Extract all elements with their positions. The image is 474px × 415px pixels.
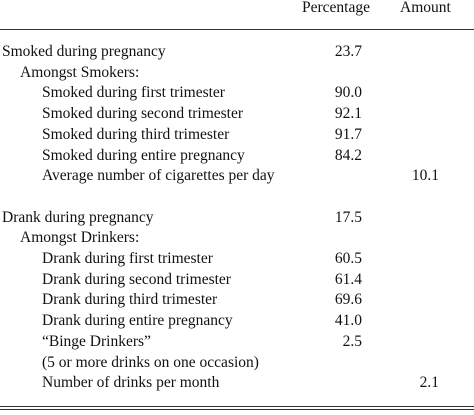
row-label: (5 or more drinks on one occasion) <box>42 353 259 371</box>
row-label: Smoked during entire pregnancy <box>42 146 245 164</box>
amount-cell: 10.1 <box>411 167 439 185</box>
row-label: Drank during entire pregnancy <box>42 312 233 330</box>
row-label: Drank during first trimester <box>42 250 213 267</box>
percentage-cell: 61.4 <box>334 270 362 288</box>
column-header: Amount <box>400 0 451 16</box>
percentage-cell: 17.5 <box>334 208 362 226</box>
percentage-cell: 91.7 <box>334 125 362 143</box>
row-label: Drank during third trimester <box>42 291 218 309</box>
row-label: Number of drinks per month <box>42 374 220 392</box>
row-label: Smoked during third trimester <box>42 125 230 143</box>
row-label: Smoked during second trimester <box>42 105 244 123</box>
percentage-cell: 23.7 <box>334 43 362 60</box>
column-header: Percentage <box>302 0 370 16</box>
percentage-cell: 41.0 <box>334 312 362 330</box>
percentage-cell: 84.2 <box>334 146 362 164</box>
subheading: Amongst Smokers: <box>20 63 140 81</box>
subheading: Amongst Drinkers: <box>20 229 140 247</box>
section-label: Drank during pregnancy <box>2 208 154 226</box>
bottom-rule <box>0 406 474 407</box>
row-label: Drank during second trimester <box>42 270 231 288</box>
section-label: Smoked during pregnancy <box>2 43 166 60</box>
row-label: Average number of cigarettes per day <box>42 167 275 185</box>
row-label: Smoked during first trimester <box>42 84 225 102</box>
amount-cell: 2.1 <box>419 374 439 392</box>
percentage-cell: 92.1 <box>334 105 362 123</box>
percentage-cell: 90.0 <box>334 84 362 102</box>
bottom-rule <box>0 409 474 410</box>
percentage-cell: 2.5 <box>342 332 362 350</box>
top-rule <box>0 29 474 30</box>
percentage-cell: 69.6 <box>334 291 362 309</box>
row-label: “Binge Drinkers” <box>42 332 151 350</box>
percentage-cell: 60.5 <box>334 250 362 267</box>
